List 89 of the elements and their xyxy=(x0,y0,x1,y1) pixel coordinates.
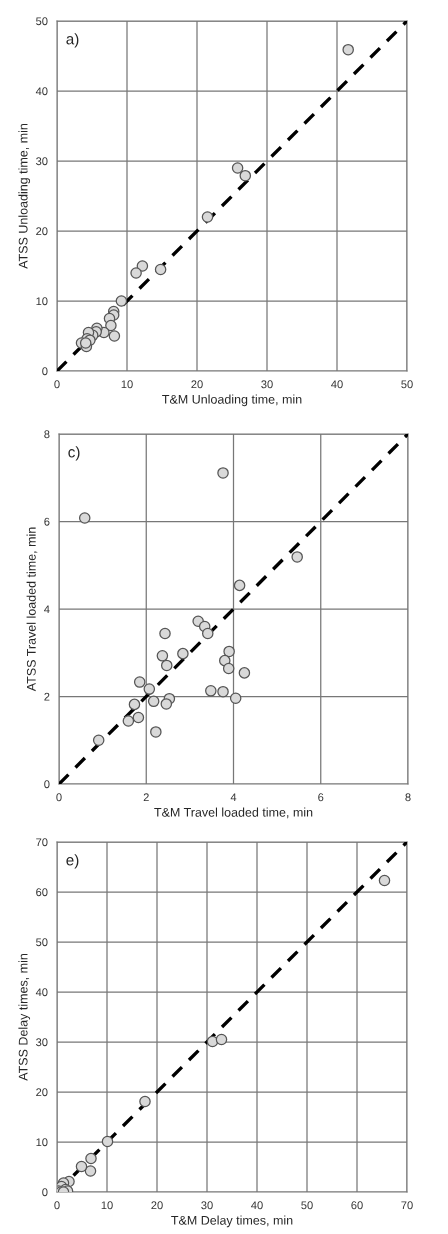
point xyxy=(156,650,169,662)
y-tick-label: 20 xyxy=(36,227,48,236)
x-tick-label: 10 xyxy=(101,1201,113,1210)
point xyxy=(136,260,149,272)
x-tick-label: 70 xyxy=(401,1201,413,1210)
x-tick-label: 30 xyxy=(201,1201,213,1210)
y-tick-label: 2 xyxy=(44,692,50,701)
y-tick-label: 0 xyxy=(42,1188,48,1197)
y-tick-label: 8 xyxy=(44,430,50,439)
y-tick-label: 30 xyxy=(36,1038,48,1047)
y-tick-label: 70 xyxy=(36,838,48,847)
x-tick-label: 2 xyxy=(143,793,149,802)
x-tick-label: 50 xyxy=(401,380,413,389)
x-tick-label: 60 xyxy=(351,1201,363,1210)
y-tick-label: 50 xyxy=(36,938,48,947)
point xyxy=(222,662,235,675)
point xyxy=(78,512,91,524)
point xyxy=(205,685,217,697)
y-axis-title: ATSS Unloading time, min xyxy=(18,123,31,269)
x-tick-label: 4 xyxy=(230,793,237,802)
y-tick-label: 10 xyxy=(36,1138,48,1147)
point xyxy=(215,1033,228,1046)
x-tick-label: 8 xyxy=(405,793,411,802)
point xyxy=(128,698,141,711)
point xyxy=(101,1135,114,1148)
x-axis-title: T&M Delay times, min xyxy=(171,1215,293,1228)
point xyxy=(231,162,244,174)
point xyxy=(132,711,145,724)
y-tick-label: 40 xyxy=(35,988,48,997)
point xyxy=(85,1152,97,1165)
annotation: e) xyxy=(66,854,79,869)
point xyxy=(201,627,214,640)
y-tick-label: 50 xyxy=(36,17,48,26)
point xyxy=(143,683,156,695)
y-tick-label: 40 xyxy=(35,87,48,96)
x-axis-title: T&M Unloading time, min xyxy=(162,394,302,407)
point xyxy=(229,692,242,705)
point xyxy=(154,263,167,276)
point xyxy=(177,647,189,660)
y-tick-label: 60 xyxy=(36,888,48,897)
point xyxy=(139,1095,151,1108)
point xyxy=(238,667,251,679)
x-tick-label: 0 xyxy=(54,380,60,389)
x-tick-label: 0 xyxy=(54,1201,60,1210)
point xyxy=(239,169,252,182)
point xyxy=(79,337,92,349)
point xyxy=(223,645,235,658)
y-tick-label: 20 xyxy=(36,1088,48,1097)
point xyxy=(108,330,121,342)
x-axis-title: T&M Travel loaded time, min xyxy=(154,807,313,819)
x-tick-label: 40 xyxy=(251,1201,263,1210)
x-tick-label: 10 xyxy=(121,380,133,389)
point xyxy=(342,43,354,56)
point xyxy=(130,267,142,279)
annotation: a) xyxy=(66,33,79,48)
point xyxy=(378,874,391,887)
point xyxy=(115,295,128,307)
point xyxy=(201,211,214,223)
x-tick-label: 50 xyxy=(301,1201,313,1210)
point xyxy=(160,659,173,672)
point xyxy=(122,715,135,727)
point xyxy=(133,676,146,688)
point xyxy=(84,1165,97,1177)
annotation: c) xyxy=(68,446,80,461)
x-tick-label: 20 xyxy=(191,380,203,389)
point xyxy=(105,319,117,332)
y-tick-label: 30 xyxy=(36,157,48,166)
y-axis-title: ATSS Travel loaded time, min xyxy=(26,527,38,692)
y-axis-title: ATSS Delay times, min xyxy=(18,954,31,1081)
x-tick-label: 40 xyxy=(331,380,343,389)
point xyxy=(217,467,229,479)
x-tick-label: 0 xyxy=(56,793,62,802)
y-tick-label: 0 xyxy=(44,780,50,789)
point xyxy=(159,627,171,640)
point xyxy=(150,726,162,738)
x-tick-label: 30 xyxy=(261,380,273,389)
point xyxy=(147,695,160,708)
x-tick-label: 6 xyxy=(318,793,324,802)
point xyxy=(233,579,246,592)
y-tick-label: 10 xyxy=(36,297,48,306)
point xyxy=(160,698,173,710)
y-tick-label: 0 xyxy=(42,367,48,376)
point xyxy=(217,685,229,698)
point xyxy=(92,734,105,747)
point xyxy=(75,1160,88,1173)
point xyxy=(291,551,303,563)
y-tick-label: 4 xyxy=(44,605,50,614)
x-tick-label: 20 xyxy=(151,1201,163,1210)
y-tick-label: 6 xyxy=(44,517,50,526)
